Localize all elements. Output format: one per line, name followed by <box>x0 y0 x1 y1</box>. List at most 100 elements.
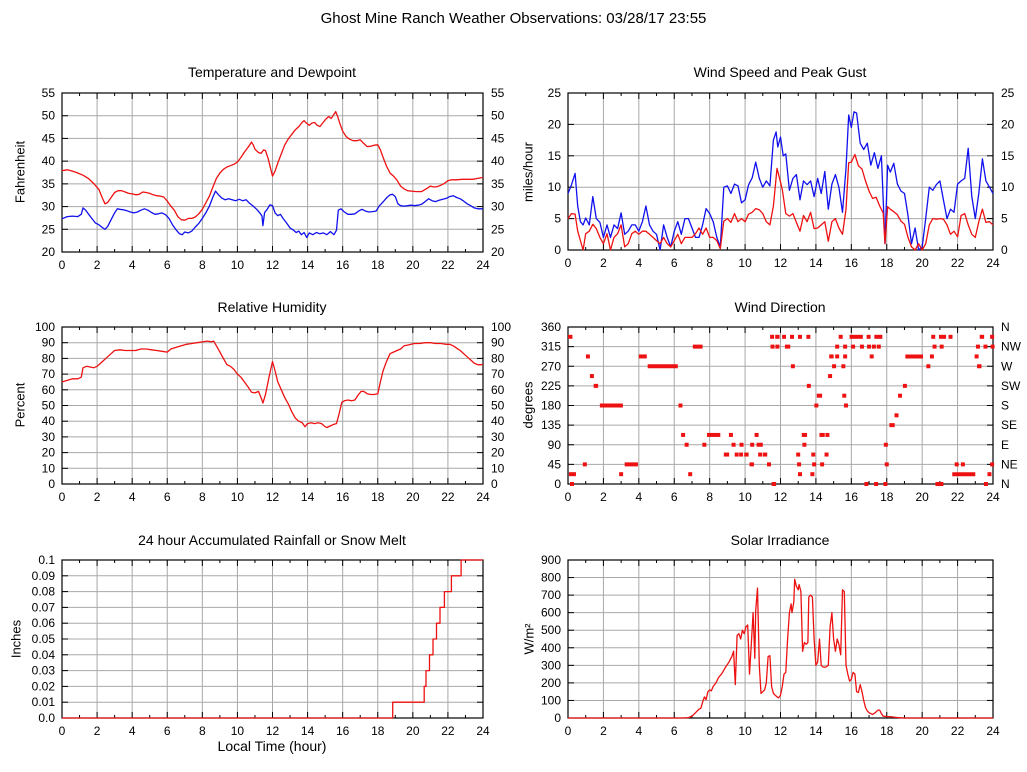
x-tick-label: 14 <box>301 490 315 504</box>
x-tick-label: 0 <box>59 724 66 738</box>
y-tick-label: 70 <box>42 367 56 381</box>
x-tick-label: 12 <box>774 256 788 270</box>
x-tick-label: 8 <box>199 490 206 504</box>
x-tick-label: 10 <box>738 256 752 270</box>
x-tick-label: 10 <box>738 490 752 504</box>
y-tick-label: 0.03 <box>32 664 56 678</box>
series-rainfall <box>62 559 483 719</box>
y-tick-label: 45 <box>548 457 562 471</box>
y-tick-label: 40 <box>42 154 56 168</box>
x-tick-label: 2 <box>600 256 607 270</box>
y-tick-label-right: 50 <box>491 399 505 413</box>
x-tick-label: 20 <box>915 724 929 738</box>
x-tick-label: 12 <box>266 490 280 504</box>
x-tick-label: 24 <box>476 258 490 272</box>
y-tick-label-right: 30 <box>491 430 505 444</box>
x-tick-label: 8 <box>706 490 713 504</box>
y-tick-label: 315 <box>541 340 561 354</box>
y-tick-label: 0.05 <box>32 632 56 646</box>
x-tick-label: 6 <box>671 490 678 504</box>
y-tick-label-right: 25 <box>491 222 505 236</box>
y-tick-label: 50 <box>42 399 56 413</box>
y-tick-label: 0.07 <box>32 600 56 614</box>
y-tick-label: 90 <box>42 336 56 350</box>
y-tick-label-right: 45 <box>491 131 505 145</box>
y-tick-label: 30 <box>42 200 56 214</box>
x-tick-label: 22 <box>951 724 965 738</box>
x-tick-label: 14 <box>809 724 823 738</box>
x-tick-label: 6 <box>671 256 678 270</box>
x-axis-label: Local Time (hour) <box>217 738 327 754</box>
series-wind-speed <box>567 153 994 251</box>
rainfall-chart: 24 hour Accumulated Rainfall or Snow Mel… <box>0 523 515 772</box>
y-tick-label-right: 0 <box>1001 243 1008 257</box>
wind-direction-chart: Wind Direction degrees 0 2 4 6 8 10 12 14 16 18 20… <box>515 290 1027 520</box>
series-solar <box>568 578 993 719</box>
y-tick-label-right: 80 <box>491 351 505 365</box>
series-temperature <box>61 110 484 221</box>
y-tick-label-right: 70 <box>491 367 505 381</box>
x-tick-label: 20 <box>406 258 420 272</box>
y-tick-label: 225 <box>541 379 561 393</box>
y-tick-label: 10 <box>42 461 56 475</box>
y-tick-label: 0.06 <box>32 616 56 630</box>
y-tick-label: 60 <box>42 383 56 397</box>
x-tick-label: 16 <box>336 258 350 272</box>
x-tick-label: 20 <box>406 724 420 738</box>
y-tick-label-right: N <box>1001 320 1010 334</box>
page-title: Ghost Mine Ranch Weather Observations: 0… <box>320 10 707 27</box>
x-tick-label: 18 <box>371 724 385 738</box>
x-tick-label: 18 <box>371 258 385 272</box>
y-tick-label-right: 100 <box>491 320 511 334</box>
y-tick-label: 0.08 <box>32 585 56 599</box>
y-tick-label: 25 <box>42 222 56 236</box>
x-tick-label: 0 <box>565 724 572 738</box>
y-tick-label: 135 <box>541 418 561 432</box>
chart-title: Temperature and Dewpoint <box>187 64 357 80</box>
x-tick-label: 18 <box>371 490 385 504</box>
series-humidity <box>61 340 483 429</box>
x-tick-label: 2 <box>600 724 607 738</box>
x-tick-label: 0 <box>565 256 572 270</box>
x-tick-label: 22 <box>441 724 455 738</box>
y-tick-label-right: NE <box>1001 457 1018 471</box>
y-tick-label-right: 25 <box>1001 86 1015 100</box>
x-tick-label: 12 <box>774 724 788 738</box>
x-tick-label: 0 <box>59 258 66 272</box>
chart-title: Wind Speed and Peak Gust <box>693 64 867 80</box>
x-tick-label: 22 <box>951 490 965 504</box>
y-tick-label-right: 40 <box>491 154 505 168</box>
x-tick-label: 22 <box>441 258 455 272</box>
x-tick-label: 8 <box>706 724 713 738</box>
chart-title: 24 hour Accumulated Rainfall or Snow Mel… <box>138 532 406 548</box>
y-tick-label-right: 5 <box>1001 212 1008 226</box>
y-tick-label-right: 20 <box>491 446 505 460</box>
y-tick-label: 0 <box>554 477 561 491</box>
x-tick-label: 24 <box>476 724 490 738</box>
y-tick-label-right: 30 <box>491 200 505 214</box>
y-tick-label: 10 <box>548 180 562 194</box>
y-tick-label: 800 <box>541 571 561 585</box>
x-tick-label: 20 <box>915 256 929 270</box>
y-tick-label-right: 60 <box>491 383 505 397</box>
x-tick-label: 4 <box>129 490 136 504</box>
x-tick-label: 14 <box>301 258 315 272</box>
x-tick-label: 10 <box>231 258 245 272</box>
y-tick-label-right: 10 <box>1001 180 1015 194</box>
y-tick-label: 45 <box>42 131 56 145</box>
x-tick-label: 6 <box>164 258 171 272</box>
y-tick-label: 0 <box>554 711 561 725</box>
x-tick-label: 10 <box>738 724 752 738</box>
y-tick-label: 0.04 <box>32 648 56 662</box>
x-tick-label: 16 <box>845 724 859 738</box>
x-tick-label: 14 <box>809 490 823 504</box>
relative-humidity-chart: Relative Humidity Percent 0 2 4 6 8 10 12 14 16 1… <box>0 290 515 520</box>
x-tick-label: 8 <box>706 256 713 270</box>
x-tick-label: 16 <box>845 490 859 504</box>
y-tick-label: 300 <box>541 658 561 672</box>
y-tick-label: 0.0 <box>38 711 55 725</box>
